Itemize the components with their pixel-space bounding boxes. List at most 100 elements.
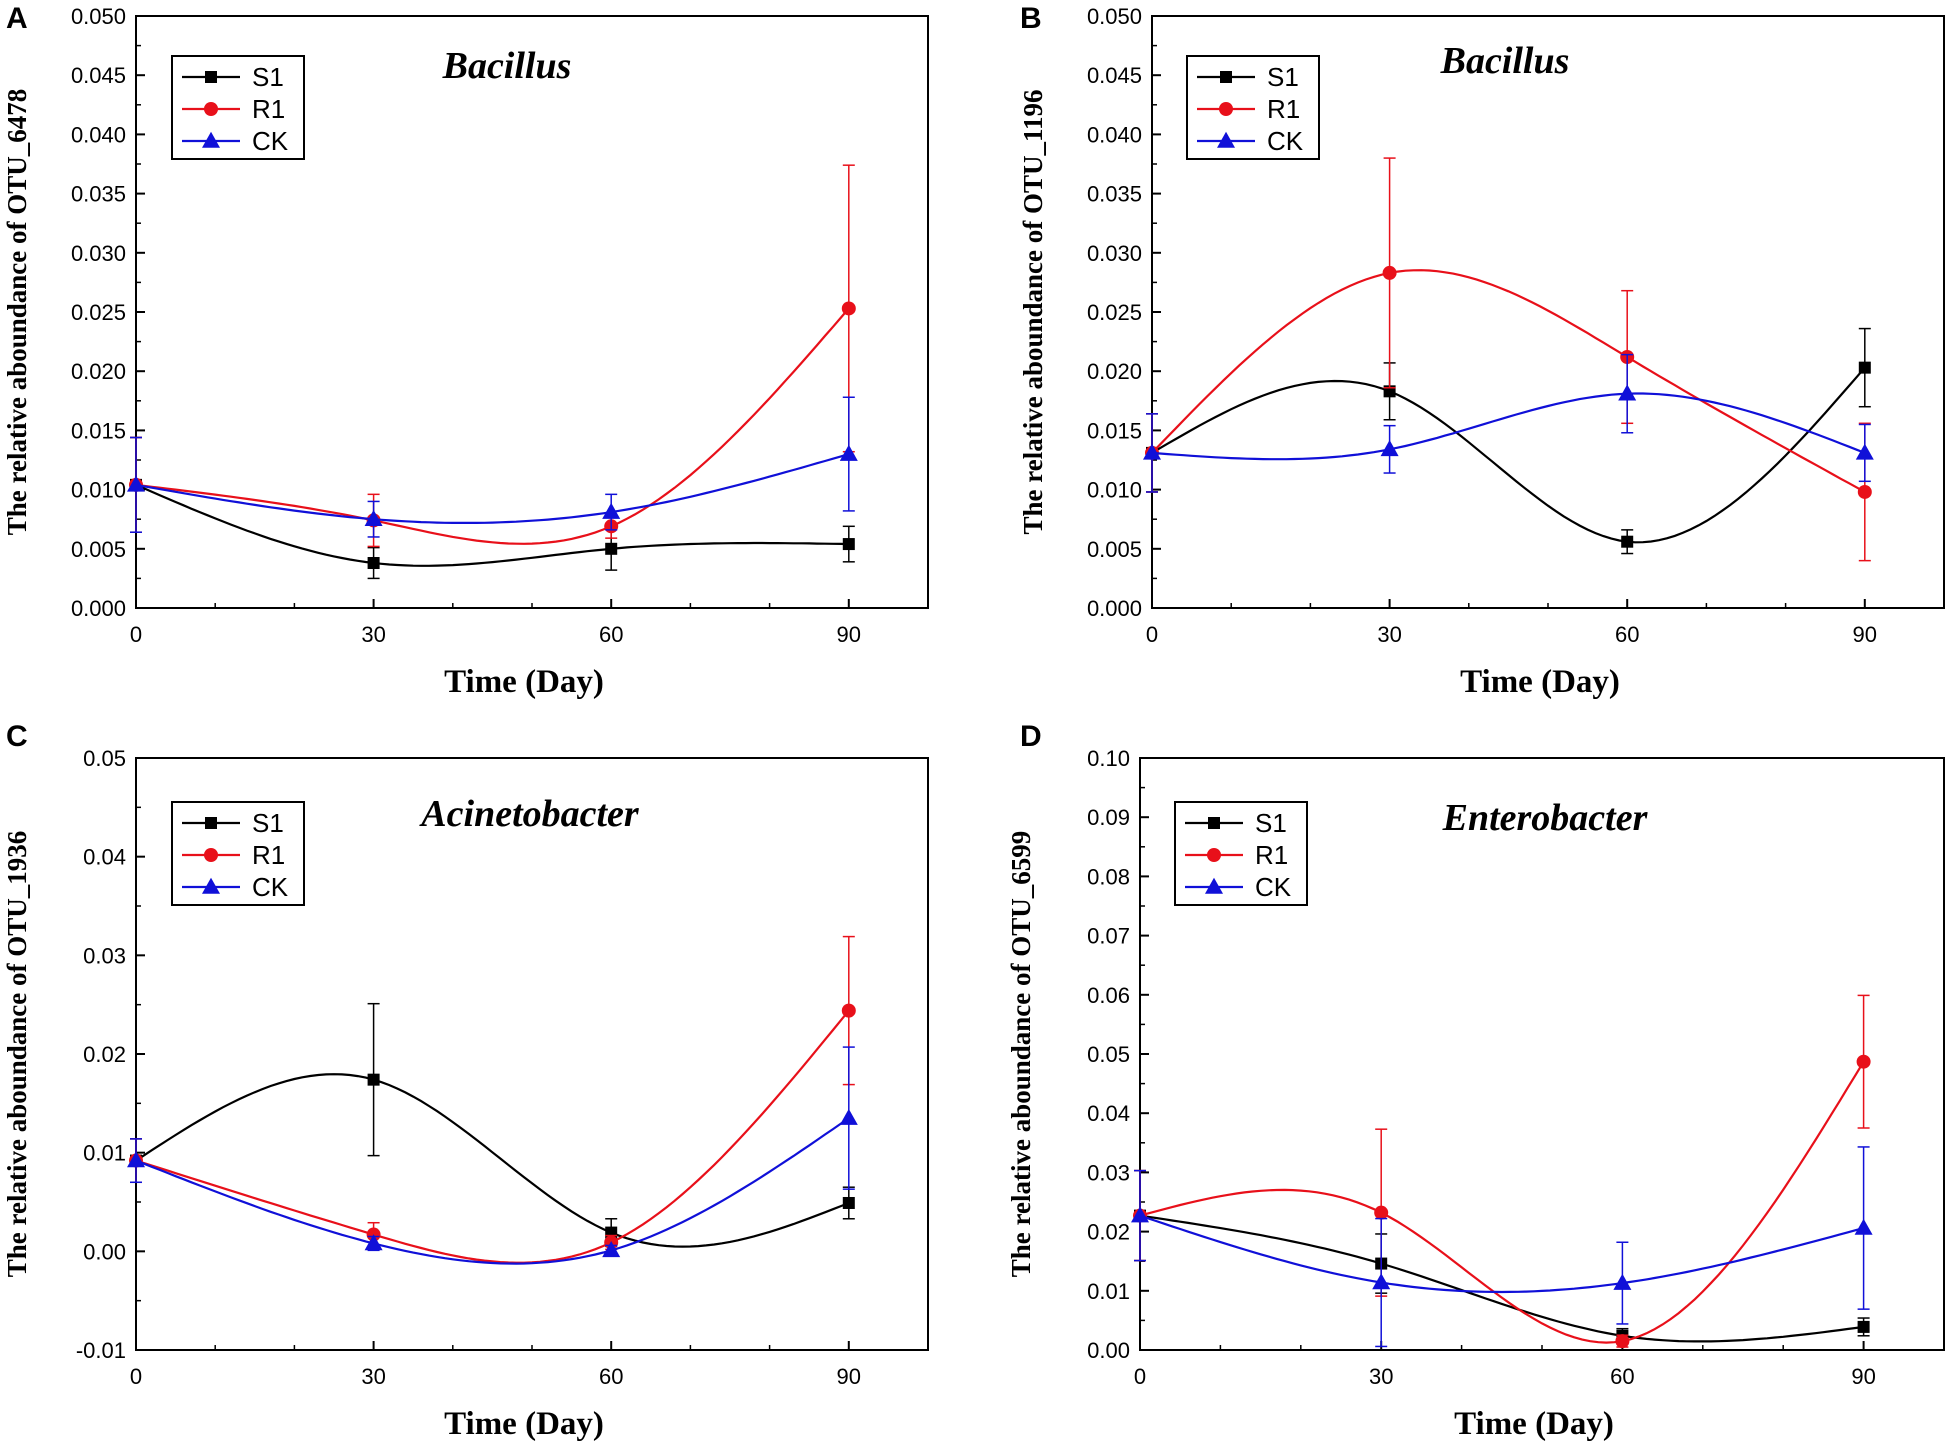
x-tick-label: 30 — [1369, 1364, 1393, 1389]
data-point — [364, 1234, 383, 1251]
data-point — [1857, 484, 1872, 499]
series-s1 — [130, 436, 855, 580]
legend-marker — [204, 102, 218, 116]
data-point — [127, 475, 145, 492]
y-tick-label: 0.050 — [71, 4, 126, 29]
y-tick-label: 0.035 — [71, 182, 126, 207]
data-point — [127, 1151, 145, 1168]
series-ck — [1131, 1146, 1873, 1348]
legend-label: R1 — [252, 94, 285, 124]
legend-item-s1: S1 — [182, 62, 284, 92]
legend-item-ck: CK — [1185, 872, 1292, 902]
legend-label: CK — [1255, 872, 1292, 902]
x-tick-label: 0 — [1146, 622, 1158, 647]
data-point — [1856, 1054, 1871, 1069]
data-point — [841, 301, 856, 316]
series-ck — [127, 396, 858, 538]
y-tick-label: 0.040 — [1087, 122, 1142, 147]
legend-label: CK — [252, 872, 289, 902]
series-curve — [1151, 366, 1866, 544]
y-axis-title: The relative aboundance of OTU_1196 — [1018, 89, 1048, 534]
legend-marker — [202, 877, 220, 894]
x-axis-title: Time (Day) — [1454, 1406, 1614, 1442]
chart-title: Enterobacter — [1442, 797, 1649, 839]
x-tick-label: 30 — [361, 622, 385, 647]
series-ck — [127, 1046, 858, 1265]
y-tick-label: 0.000 — [1087, 596, 1142, 621]
y-tick-label: 0.05 — [83, 746, 126, 771]
y-axis-title: The relative aboundance of OTU_6599 — [1006, 831, 1036, 1278]
y-axis-title: The relative aboundance of OTU_1936 — [2, 831, 32, 1278]
x-tick-label: 90 — [1853, 622, 1877, 647]
data-point — [602, 1241, 621, 1258]
data-point — [367, 557, 380, 570]
series-s1 — [130, 1002, 855, 1248]
y-tick-label: 0.02 — [1087, 1220, 1130, 1245]
legend-marker — [202, 131, 220, 148]
data-point — [605, 542, 618, 555]
data-point — [842, 1196, 855, 1209]
series-r1 — [1145, 157, 1872, 562]
data-point — [1618, 384, 1637, 401]
data-point — [1858, 361, 1871, 374]
series-r1 — [1133, 994, 1871, 1349]
series-curve — [1139, 1061, 1865, 1344]
data-point — [1857, 1320, 1870, 1333]
legend-item-ck: CK — [182, 126, 289, 156]
y-tick-label: 0.09 — [1087, 805, 1130, 830]
data-point — [839, 1108, 858, 1125]
panel-letter: D — [1020, 720, 1042, 753]
y-tick-label: 0.08 — [1087, 864, 1130, 889]
data-point — [367, 1073, 380, 1086]
x-axis-title: Time (Day) — [1460, 664, 1620, 700]
series-curve — [135, 307, 850, 545]
y-tick-label: 0.00 — [83, 1239, 126, 1264]
data-point — [1374, 1205, 1389, 1220]
panel-letter: B — [1020, 2, 1042, 35]
legend-item-ck: CK — [182, 872, 289, 902]
legend-marker — [1220, 71, 1232, 83]
x-tick-label: 90 — [837, 622, 861, 647]
y-tick-label: 0.030 — [1087, 241, 1142, 266]
y-tick-label: 0.045 — [1087, 63, 1142, 88]
chart-panel-b: B 0.000 0.005 0.010 0.015 0.020 0.025 0.030 0.03… — [1018, 2, 1945, 700]
y-tick-label: 0.015 — [1087, 418, 1142, 443]
y-tick-label: 0.025 — [71, 300, 126, 325]
x-tick-label: 30 — [361, 1364, 385, 1389]
legend-item-s1: S1 — [1185, 808, 1287, 838]
series-curve — [1139, 1214, 1864, 1343]
x-tick-label: 60 — [599, 622, 623, 647]
legend-marker — [205, 817, 217, 829]
legend-marker — [204, 848, 218, 862]
x-tick-label: 60 — [1615, 622, 1639, 647]
legend-marker — [1208, 817, 1220, 829]
x-tick-label: 0 — [130, 622, 142, 647]
legend-label: R1 — [1267, 94, 1300, 124]
series-r1 — [129, 164, 856, 548]
legend-label: S1 — [1267, 62, 1299, 92]
y-axis-title: The relative aboundance of OTU_6478 — [2, 89, 32, 536]
data-point — [1382, 265, 1397, 280]
series-ck — [1143, 353, 1874, 493]
series-curve — [135, 453, 850, 524]
x-tick-label: 60 — [599, 1364, 623, 1389]
x-tick-label: 0 — [1134, 1364, 1146, 1389]
legend-item-s1: S1 — [1197, 62, 1299, 92]
series-curve — [1151, 392, 1866, 461]
y-tick-label: 0.040 — [71, 122, 126, 147]
panel-letter: C — [6, 720, 28, 753]
y-tick-label: 0.03 — [83, 943, 126, 968]
chart-panel-d: D 0.00 0.01 0.02 0.03 0.04 0.05 0.06 0.07 0.08 0.0… — [1006, 720, 1945, 1442]
y-tick-label: 0.005 — [1087, 537, 1142, 562]
data-point — [1131, 1206, 1149, 1223]
legend-marker — [1219, 102, 1233, 116]
chart-title: Acinetobacter — [419, 793, 640, 835]
legend-label: CK — [252, 126, 289, 156]
data-point — [1621, 535, 1634, 548]
y-tick-label: 0.07 — [1087, 924, 1130, 949]
x-tick-label: 90 — [837, 1364, 861, 1389]
legend-marker — [205, 71, 217, 83]
legend-marker — [1207, 848, 1221, 862]
